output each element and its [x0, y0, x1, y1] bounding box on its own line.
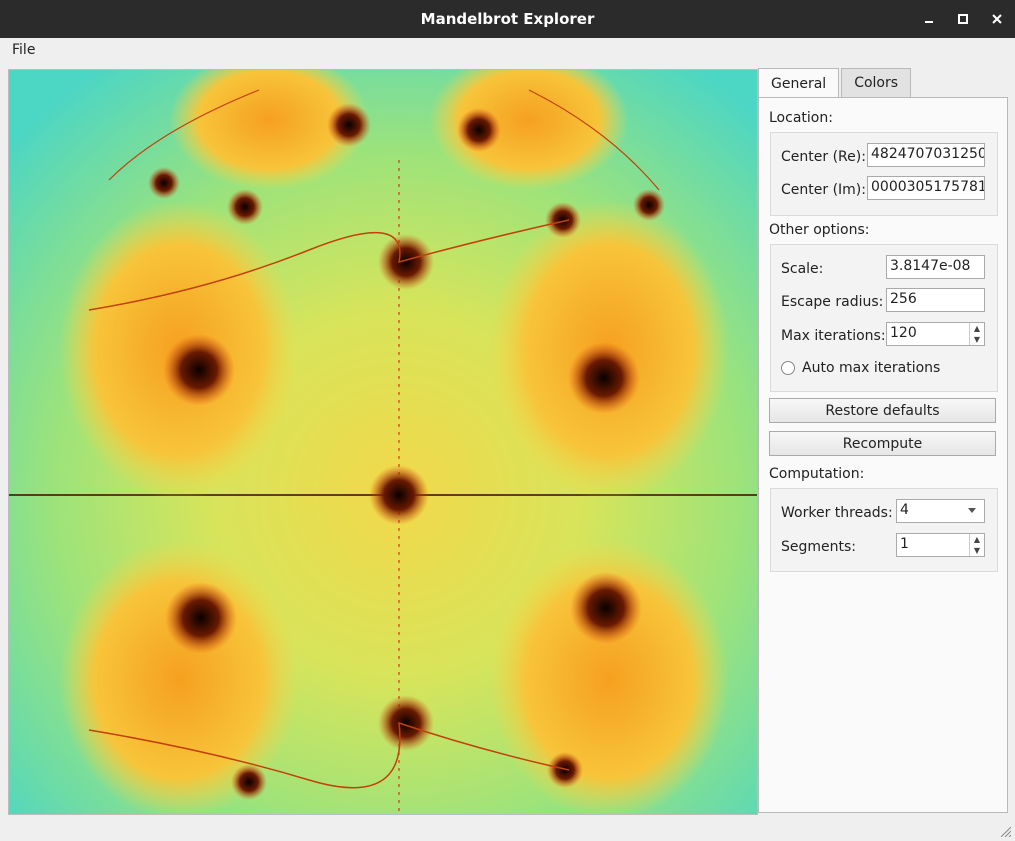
escape-radius-field[interactable]: 256: [886, 288, 985, 312]
center-re-label: Center (Re):: [781, 149, 866, 165]
resize-grip-icon[interactable]: [1001, 827, 1011, 837]
spin-up-icon[interactable]: ▲: [973, 324, 981, 333]
maximize-icon: [958, 14, 968, 24]
center-re-field[interactable]: 4824707031250: [867, 143, 985, 167]
max-iterations-spin-buttons[interactable]: ▲ ▼: [969, 323, 984, 345]
tab-general[interactable]: General: [758, 68, 840, 99]
close-button[interactable]: [987, 9, 1007, 29]
spin-down-icon[interactable]: ▼: [973, 546, 981, 555]
minimize-button[interactable]: [919, 9, 939, 29]
window-title: Mandelbrot Explorer: [420, 10, 595, 28]
tab-colors[interactable]: Colors: [841, 68, 912, 97]
maximize-button[interactable]: [953, 9, 973, 29]
auto-max-iterations-label: Auto max iterations: [802, 360, 941, 376]
general-tab-content: Location: Center (Re): 4824707031250 Cen…: [758, 97, 1008, 813]
title-bar: Mandelbrot Explorer: [0, 0, 1015, 38]
options-panel: General Colors Location: Center (Re): 48…: [758, 68, 1008, 814]
worker-threads-value: 4: [900, 502, 909, 518]
worker-threads-select[interactable]: 4: [896, 499, 985, 523]
computation-section-label: Computation:: [769, 466, 865, 482]
auto-max-iterations-option[interactable]: Auto max iterations: [781, 360, 940, 376]
recompute-button[interactable]: Recompute: [769, 431, 996, 456]
other-options-group: Scale: 3.8147e-08 Escape radius: 256 Max…: [770, 244, 998, 392]
location-group: Center (Re): 4824707031250 Center (Im): …: [770, 132, 998, 216]
worker-threads-label: Worker threads:: [781, 505, 893, 521]
max-iterations-spinbox[interactable]: 120 ▲ ▼: [886, 322, 985, 346]
escape-radius-label: Escape radius:: [781, 294, 884, 310]
segments-spinbox[interactable]: 1 ▲ ▼: [896, 533, 985, 557]
tab-bar: General Colors: [758, 68, 913, 99]
status-bar: [0, 817, 1015, 841]
spin-up-icon[interactable]: ▲: [973, 535, 981, 544]
auto-max-iterations-radio[interactable]: [781, 361, 795, 375]
segments-label: Segments:: [781, 539, 857, 555]
computation-group: Worker threads: 4 Segments: 1 ▲ ▼: [770, 488, 998, 572]
chevron-down-icon: [968, 508, 976, 513]
scale-label: Scale:: [781, 261, 824, 277]
minimize-icon: [925, 21, 933, 23]
center-im-label: Center (Im):: [781, 182, 866, 198]
restore-defaults-button[interactable]: Restore defaults: [769, 398, 996, 423]
spin-down-icon[interactable]: ▼: [973, 335, 981, 344]
center-im-field[interactable]: 0000305175781: [867, 176, 985, 200]
max-iterations-label: Max iterations:: [781, 328, 886, 344]
scale-field[interactable]: 3.8147e-08: [886, 255, 985, 279]
close-icon: [992, 14, 1002, 24]
menu-file[interactable]: File: [12, 42, 36, 58]
location-section-label: Location:: [769, 110, 833, 126]
segments-value: 1: [900, 536, 909, 552]
segments-spin-buttons[interactable]: ▲ ▼: [969, 534, 984, 556]
window-controls: [919, 0, 1007, 38]
fractal-canvas[interactable]: [8, 69, 758, 815]
max-iterations-value: 120: [890, 325, 917, 341]
menu-bar: File: [0, 38, 1015, 62]
fractal-image: [9, 70, 757, 814]
other-options-section-label: Other options:: [769, 222, 870, 238]
